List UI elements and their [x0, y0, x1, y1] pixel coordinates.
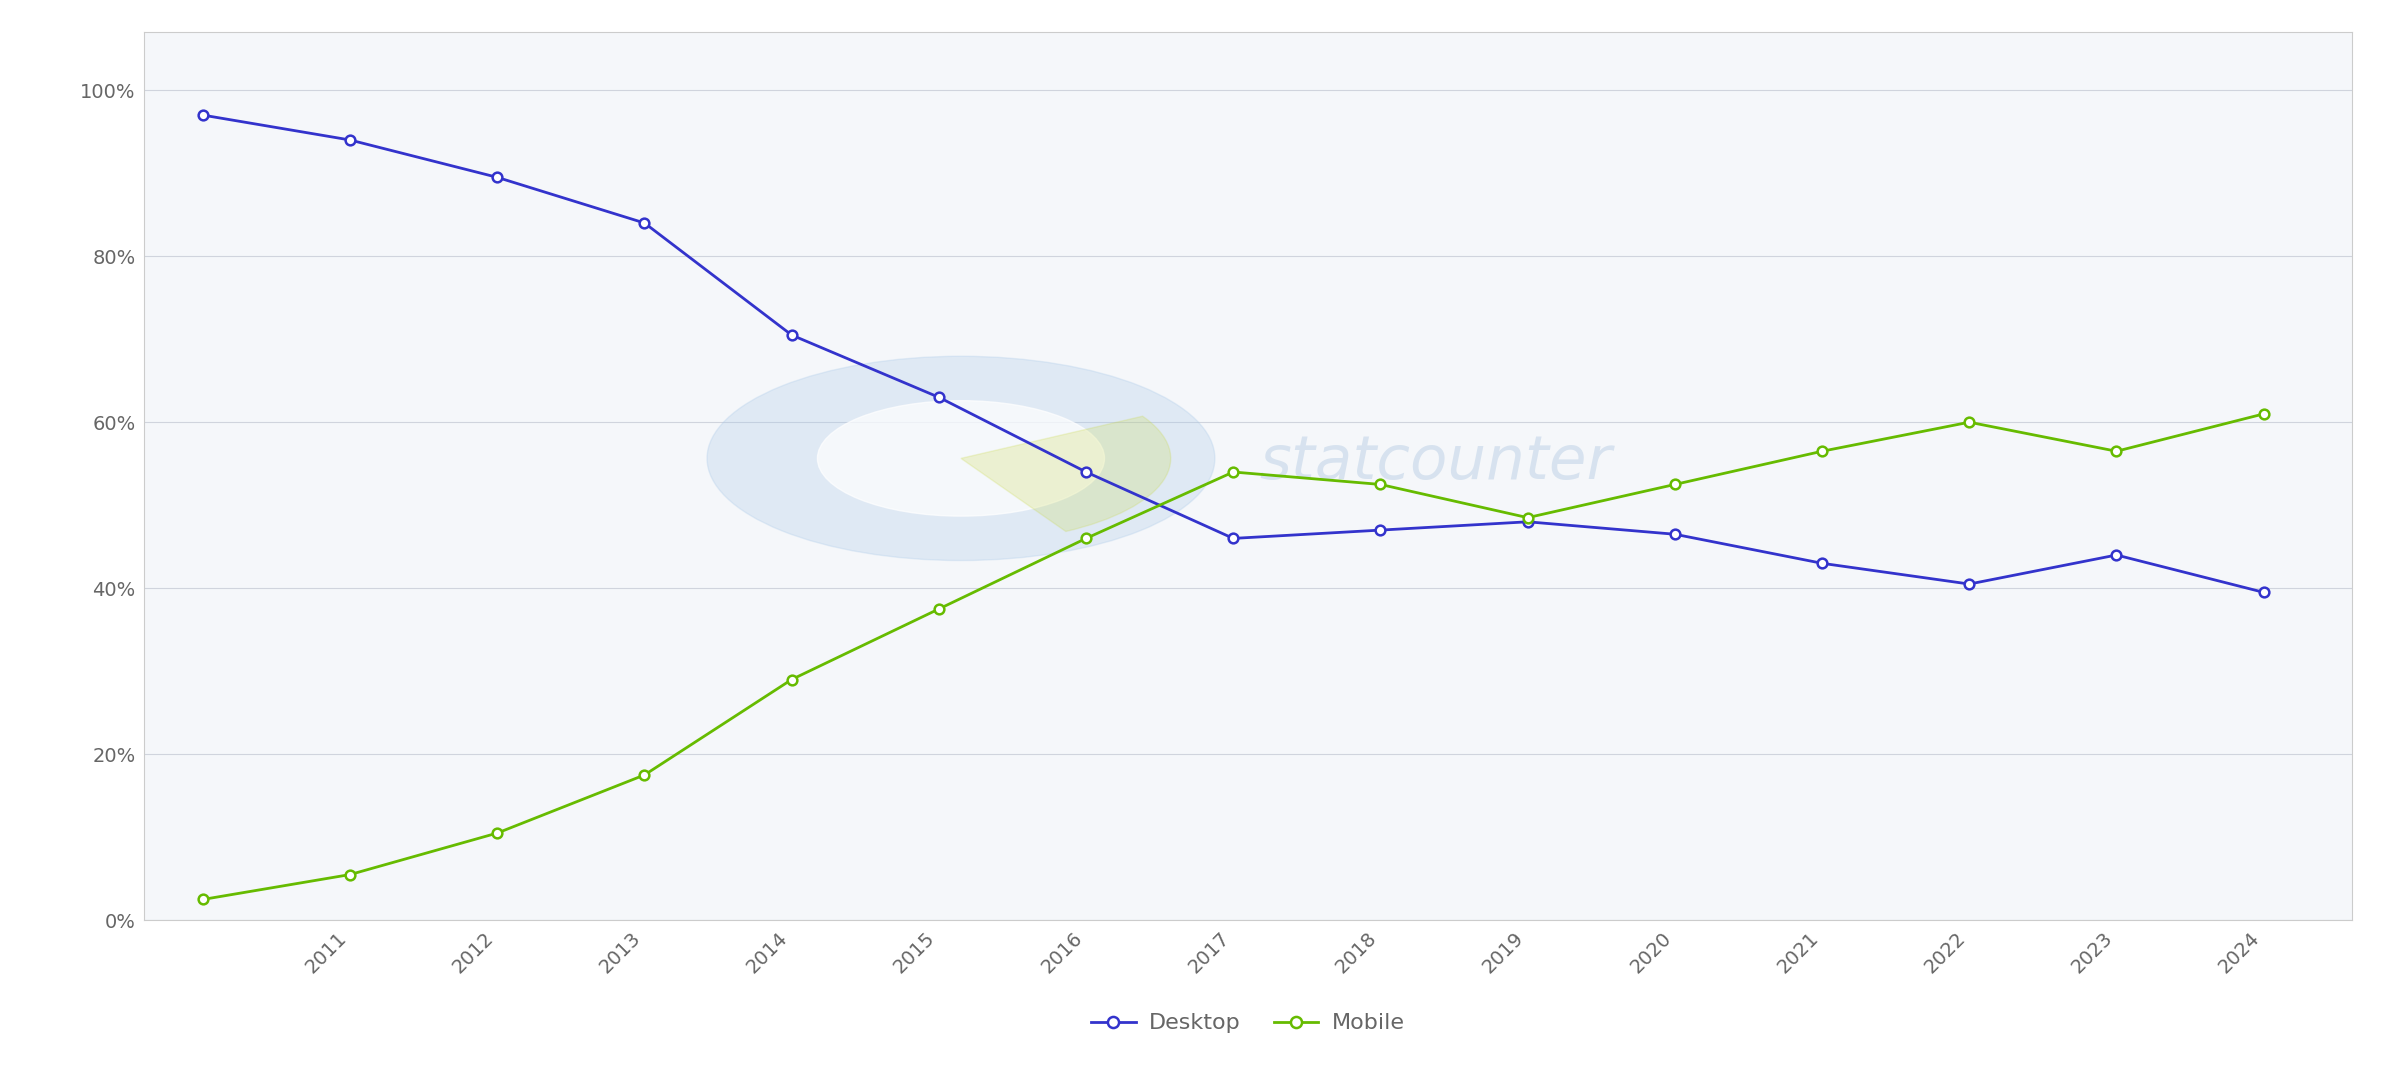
Text: statcounter: statcounter	[1260, 433, 1613, 492]
Wedge shape	[960, 416, 1171, 532]
Circle shape	[708, 356, 1214, 561]
Legend: Desktop, Mobile: Desktop, Mobile	[1082, 1005, 1414, 1042]
Circle shape	[818, 400, 1104, 516]
